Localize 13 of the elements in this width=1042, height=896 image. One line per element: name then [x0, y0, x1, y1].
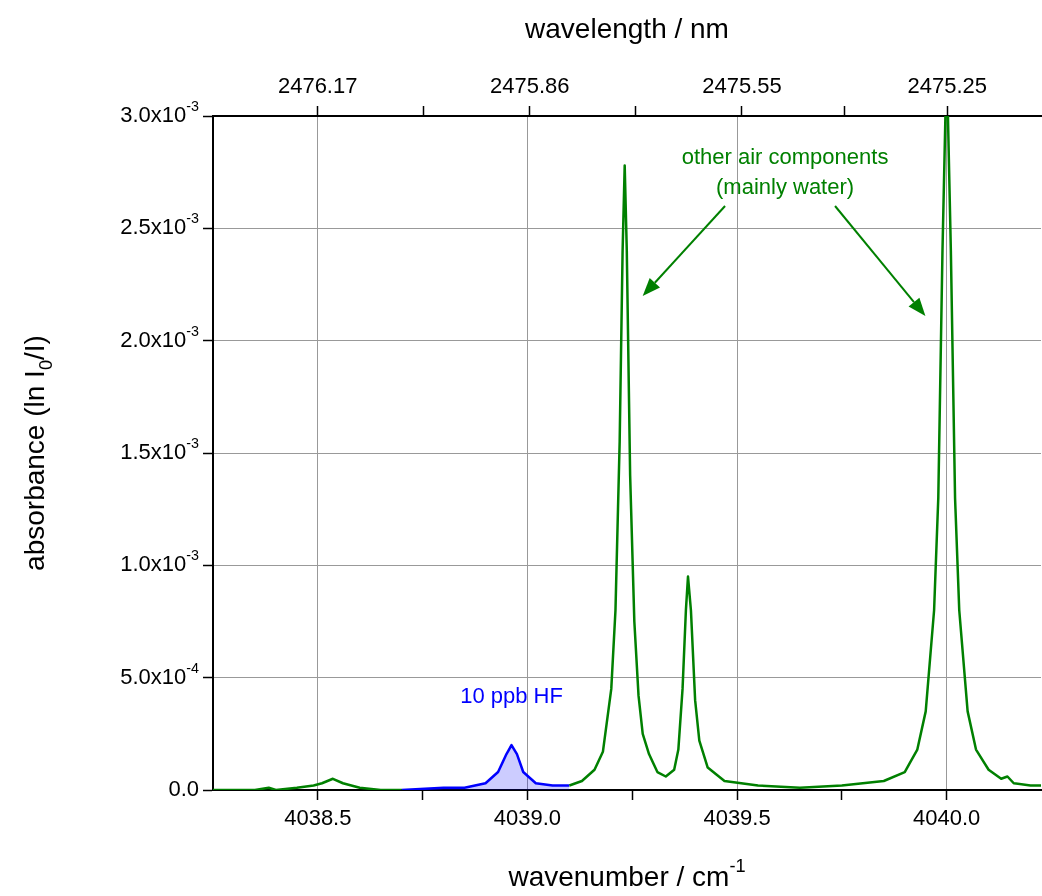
x-tick-label: 4039.0 [493, 805, 562, 831]
x2-tick-label: 2475.55 [702, 72, 782, 98]
x-tick-label: 4040.0 [913, 805, 981, 831]
x2-axis-title: wavelength / nm [524, 12, 729, 44]
text: other air components (mainly water) [681, 144, 889, 200]
x2-tick-label: 2476.17 [277, 72, 358, 98]
x2-tick-label: 2475.86 [490, 72, 570, 98]
x-tick-label: 4038.5 [284, 805, 352, 831]
y-axis-title: absorbance (ln I0/I) [18, 335, 57, 571]
x2-tick-label: 2475.25 [907, 72, 988, 98]
y-tick-label: 0.0 [168, 776, 200, 802]
x-tick-label: 4039.5 [703, 805, 771, 831]
text: 10 ppb HF [460, 683, 563, 709]
